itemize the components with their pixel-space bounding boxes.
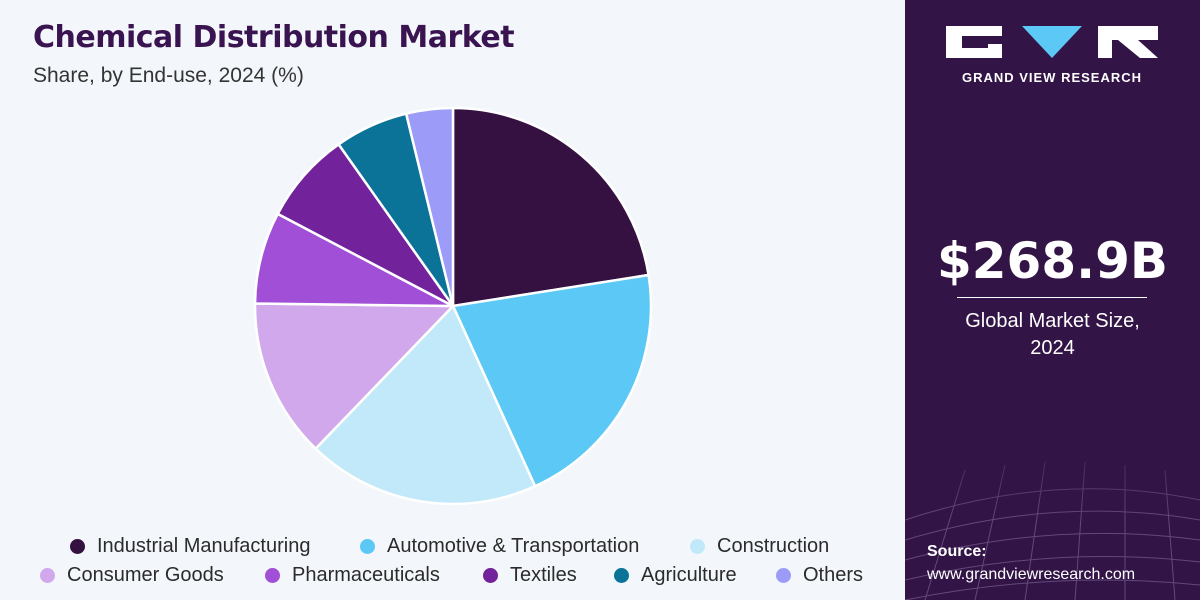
pie-chart — [253, 106, 653, 506]
legend-item: Automotive & Transportation — [360, 535, 639, 558]
legend-label: Industrial Manufacturing — [97, 535, 311, 557]
market-size-value: $268.9B — [936, 232, 1169, 290]
source-label: Source: — [927, 543, 987, 560]
pie-slice-construction — [314, 304, 537, 506]
legend-swatch — [265, 568, 280, 583]
legend-item: Textiles — [483, 564, 577, 587]
legend-item: Consumer Goods — [40, 564, 224, 587]
legend-swatch — [70, 539, 85, 554]
legend-item: Others — [776, 564, 863, 587]
legend-item: Industrial Manufacturing — [70, 535, 310, 558]
divider — [957, 297, 1147, 298]
market-size-label: Global Market Size, 2024 — [905, 308, 1200, 362]
chart-subtitle: Share, by End-use, 2024 (%) — [33, 64, 304, 87]
chart-title: Chemical Distribution Market — [33, 20, 515, 55]
legend-label: Agriculture — [641, 564, 737, 586]
legend-item: Pharmaceuticals — [265, 564, 440, 587]
legend-label: Construction — [717, 535, 830, 557]
legend-label: Automotive & Transportation — [387, 535, 640, 557]
chart-panel: Chemical Distribution Market Share, by E… — [33, 20, 864, 587]
legend-label: Consumer Goods — [67, 564, 224, 586]
market-size-label-line1: Global Market Size, — [965, 310, 1140, 332]
pie-slice-others — [404, 106, 455, 308]
pie-slice-automotive-transportation — [451, 273, 653, 488]
grid-background — [905, 380, 1200, 600]
brand-logo: GRAND VIEW RESEARCH — [942, 22, 1162, 92]
logo-icon — [946, 26, 1158, 58]
legend-label: Others — [803, 564, 864, 586]
legend-label: Pharmaceuticals — [292, 564, 440, 586]
pie-slice-consumer-goods — [253, 302, 455, 450]
legend-swatch — [614, 568, 629, 583]
legend-swatch — [360, 539, 375, 554]
legend-item: Construction — [690, 535, 829, 558]
market-size-label-line2: 2024 — [1030, 337, 1075, 359]
brand-name: GRAND VIEW RESEARCH — [961, 70, 1143, 85]
summary-sidebar: GRAND VIEW RESEARCH $268.9B Global Marke… — [905, 0, 1200, 600]
source-link[interactable]: www.grandviewresearch.com — [927, 566, 1136, 583]
legend-swatch — [690, 539, 705, 554]
legend-item: Agriculture — [614, 564, 737, 587]
legend-swatch — [483, 568, 498, 583]
legend-label: Textiles — [510, 564, 577, 586]
pie-slice-industrial-manufacturing — [451, 106, 650, 308]
legend-swatch — [776, 568, 791, 583]
legend-swatch — [40, 568, 55, 583]
